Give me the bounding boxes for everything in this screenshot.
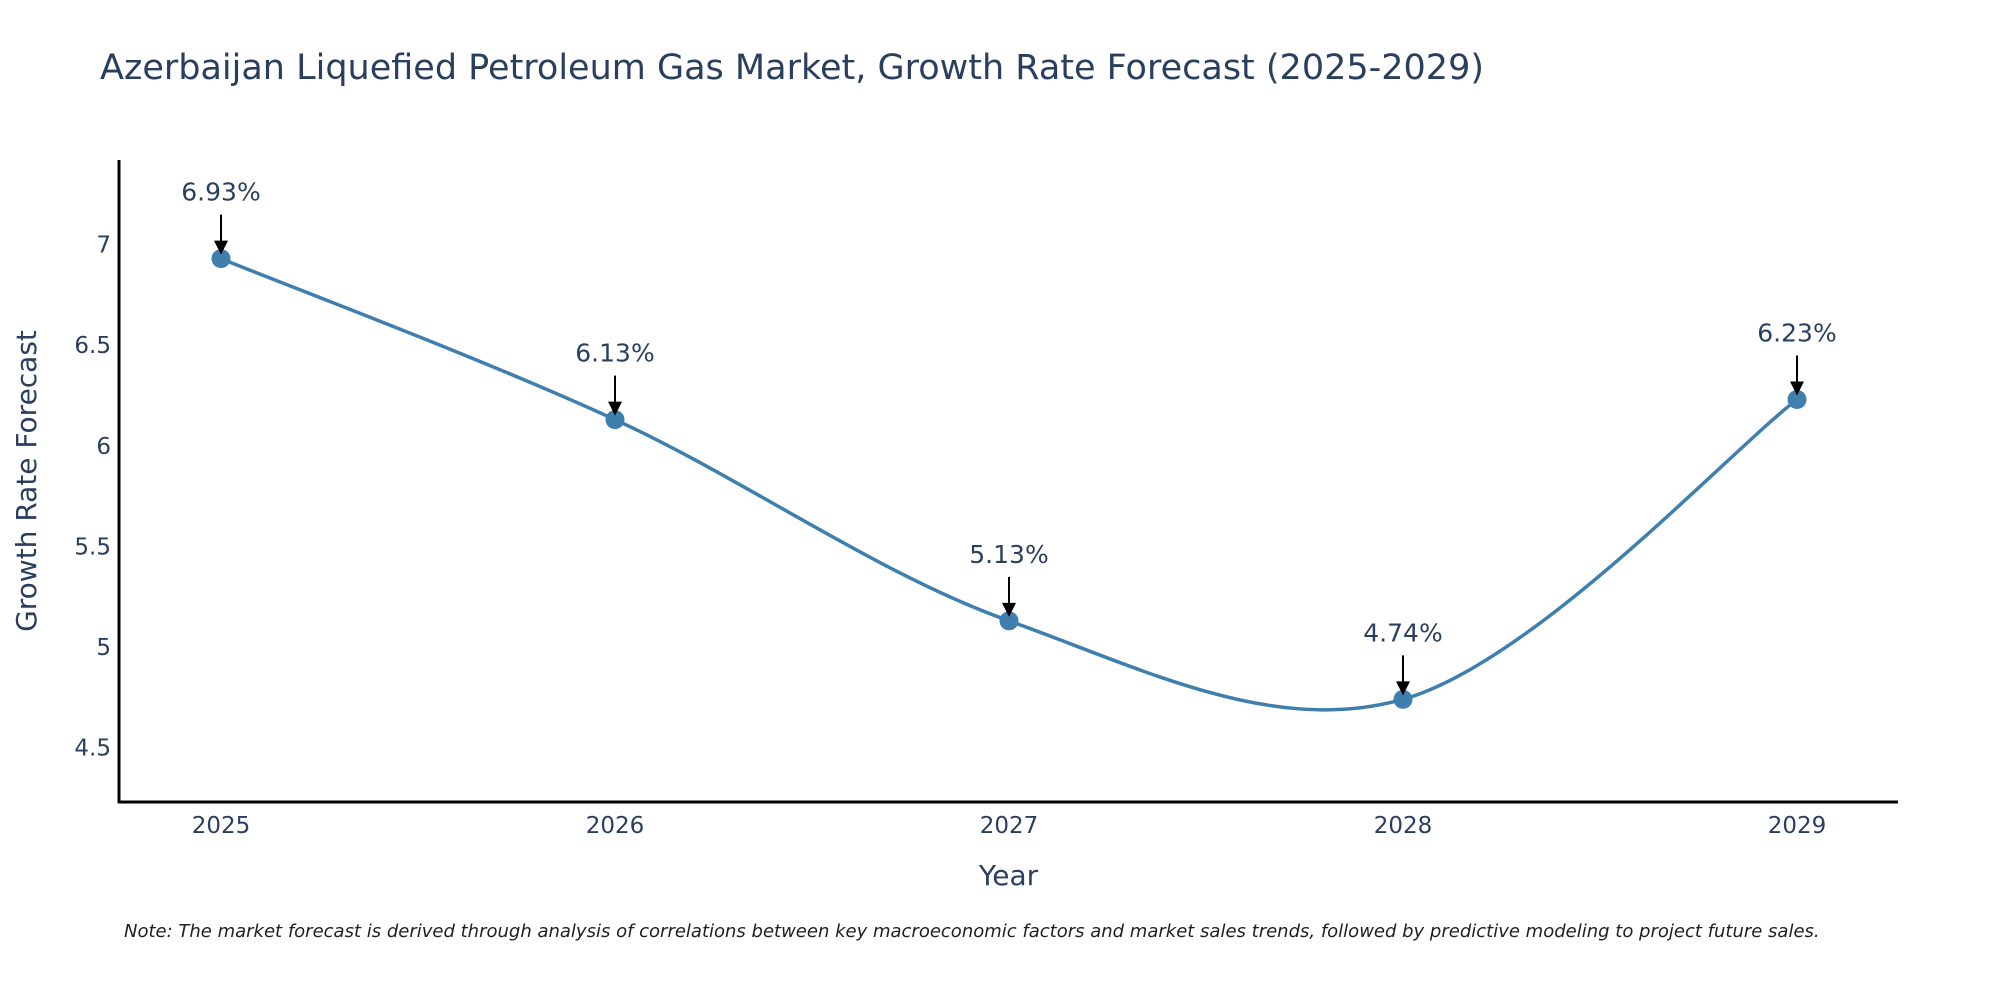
y-tick-label: 5 <box>96 635 111 661</box>
x-axis-title: Year <box>978 859 1039 892</box>
annotations: 6.93% 6.13% 5.13% 4.74% 6.23% <box>181 178 1837 696</box>
x-tick-label: 2027 <box>980 813 1039 839</box>
data-point <box>605 410 625 430</box>
y-tick-label: 6.5 <box>74 333 111 359</box>
series-line-layer <box>220 256 1799 712</box>
data-label: 6.93% <box>181 178 260 207</box>
y-tick-label: 6 <box>96 434 111 460</box>
axes: 4.5 5 5.5 6 6.5 7 2025 2026 2027 2028 2029 Year Grow… <box>10 160 1898 892</box>
data-point <box>211 249 231 269</box>
y-tick-label: 7 <box>96 233 111 259</box>
annotation-arrowhead <box>1396 681 1410 696</box>
data-point <box>1787 389 1807 409</box>
data-point <box>1393 689 1413 709</box>
data-label: 4.74% <box>1363 618 1442 647</box>
chart-title: Azerbaijan Liquefied Petroleum Gas Marke… <box>100 48 1484 88</box>
annotation-arrowhead <box>214 240 228 255</box>
annotation-arrowhead <box>608 401 622 416</box>
data-label: 6.13% <box>575 339 654 368</box>
annotation-arrowhead <box>1002 602 1016 617</box>
x-tick-label: 2026 <box>586 813 645 839</box>
annotation-arrowhead <box>1790 381 1804 396</box>
y-tick-label: 4.5 <box>74 736 111 762</box>
y-tick-label: 5.5 <box>74 534 111 560</box>
footnote: Note: The market forecast is derived thr… <box>124 921 1820 942</box>
data-point <box>999 611 1019 631</box>
data-label: 5.13% <box>969 540 1048 569</box>
y-axis-title: Growth Rate Forecast <box>10 330 43 632</box>
series-line <box>220 256 1799 712</box>
data-points <box>211 249 1807 709</box>
x-tick-label: 2029 <box>1768 813 1827 839</box>
data-label: 6.23% <box>1757 318 1836 347</box>
x-tick-label: 2025 <box>192 813 251 839</box>
x-tick-label: 2028 <box>1374 813 1433 839</box>
